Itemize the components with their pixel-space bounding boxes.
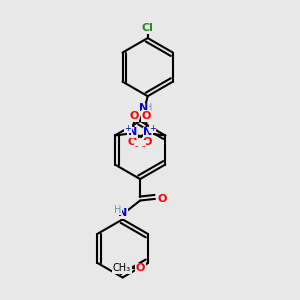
Text: N: N	[118, 208, 127, 218]
Text: O: O	[129, 111, 139, 121]
Text: -: -	[135, 141, 138, 151]
Text: +: +	[149, 124, 156, 133]
Text: CH₃: CH₃	[113, 263, 131, 273]
Text: +: +	[124, 124, 131, 133]
Text: H: H	[114, 205, 121, 215]
Text: O: O	[158, 194, 167, 204]
Text: N: N	[143, 128, 152, 137]
Text: Cl: Cl	[142, 23, 154, 33]
Text: N: N	[139, 103, 148, 113]
Text: O: O	[141, 111, 151, 121]
Text: O: O	[128, 137, 137, 147]
Text: N: N	[128, 128, 137, 137]
Text: O: O	[136, 263, 145, 273]
Text: O: O	[143, 137, 152, 147]
Text: -: -	[142, 141, 146, 151]
Text: H: H	[145, 103, 152, 113]
